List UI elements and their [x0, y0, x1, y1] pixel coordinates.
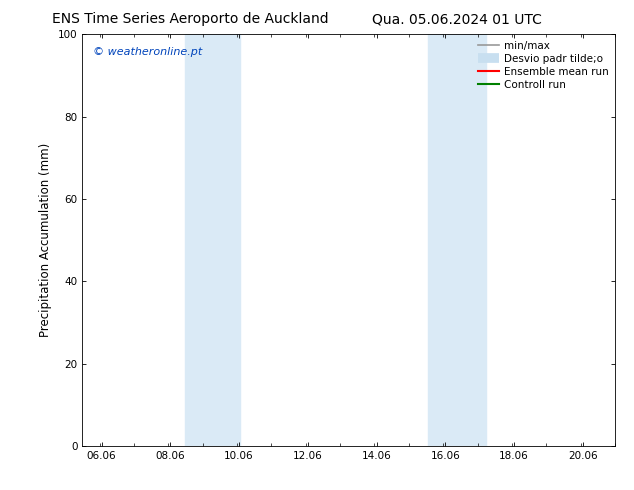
Bar	[186, 34, 240, 446]
Bar	[428, 34, 486, 446]
Text: © weatheronline.pt: © weatheronline.pt	[93, 47, 202, 57]
Text: ENS Time Series Aeroporto de Auckland: ENS Time Series Aeroporto de Auckland	[52, 12, 328, 26]
Legend: min/max, Desvio padr tilde;o, Ensemble mean run, Controll run: min/max, Desvio padr tilde;o, Ensemble m…	[474, 36, 613, 94]
Text: Qua. 05.06.2024 01 UTC: Qua. 05.06.2024 01 UTC	[372, 12, 541, 26]
Y-axis label: Precipitation Accumulation (mm): Precipitation Accumulation (mm)	[39, 143, 53, 337]
